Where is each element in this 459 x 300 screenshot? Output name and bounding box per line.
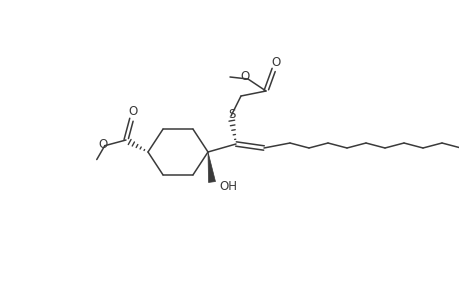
Text: O: O [98, 138, 107, 151]
Text: S: S [228, 107, 235, 121]
Text: O: O [240, 70, 249, 83]
Polygon shape [207, 152, 215, 182]
Text: O: O [271, 56, 280, 68]
Text: O: O [128, 105, 137, 118]
Text: OH: OH [218, 181, 236, 194]
